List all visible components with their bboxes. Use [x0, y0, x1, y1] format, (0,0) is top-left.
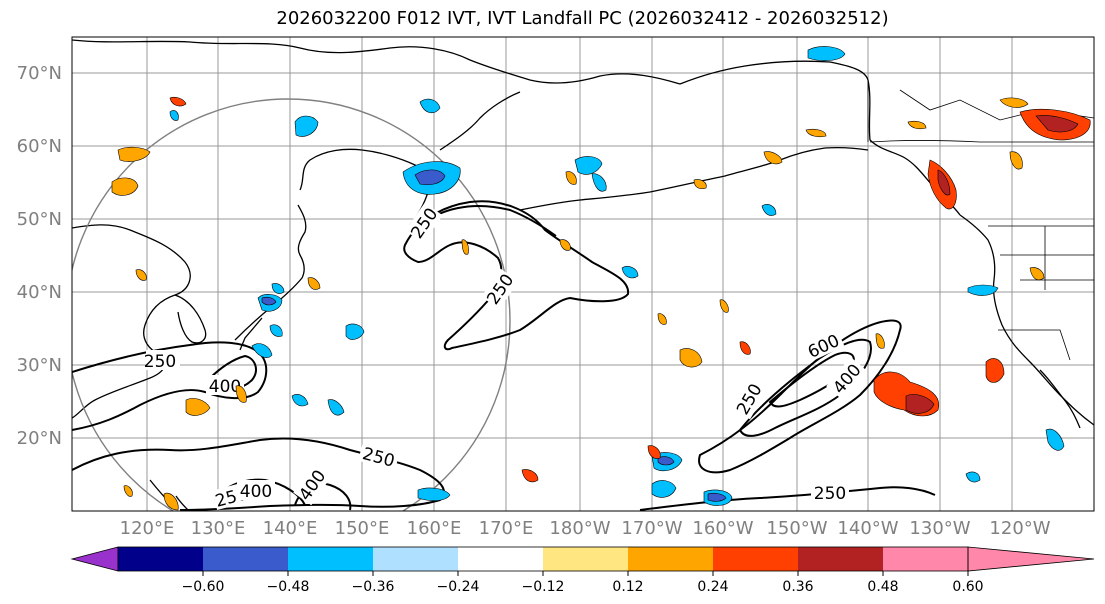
colorbar-label: −0.60 [182, 579, 225, 595]
lon-label: 170°E [479, 518, 534, 539]
colorbar-segment [883, 547, 969, 571]
contour-250-southeast [639, 486, 936, 511]
aleutian-chain [519, 146, 869, 211]
contour-250-south [72, 437, 445, 511]
lon-label: 160°E [407, 518, 462, 539]
contour-label: 250 [814, 484, 846, 504]
contour-label: 250 [144, 352, 176, 372]
map-panel [72, 37, 1094, 511]
colorbar-segment [458, 547, 544, 571]
lon-label: 120°E [120, 518, 175, 539]
korea-coastline [174, 294, 207, 344]
colorbar-label: −0.12 [522, 579, 565, 595]
colorbar-label: −0.48 [267, 579, 310, 595]
lon-label: 170°W [621, 518, 682, 539]
lon-label: 180°W [549, 518, 610, 539]
colorbar-segment [543, 547, 629, 571]
contour-250-east [698, 319, 902, 474]
colorbar-segment [798, 547, 884, 571]
baja-coastline [1039, 369, 1081, 429]
contour-250-west [72, 341, 268, 431]
colorbar-label: 0.48 [867, 579, 898, 595]
colorbar-label: 0.60 [952, 579, 983, 595]
lat-label: 70°N [17, 63, 62, 84]
colorbar-segment [373, 547, 459, 571]
lon-label: 130°E [191, 518, 246, 539]
colorbar-label: 0.36 [782, 579, 813, 595]
contour-400-east [738, 338, 872, 437]
lat-label: 40°N [17, 282, 62, 303]
colorbar-min-extend [70, 546, 119, 572]
landfall-radius-circle [72, 98, 511, 511]
colorbar-label: 0.12 [612, 579, 643, 595]
map-title: 2026032200 F012 IVT, IVT Landfall PC (20… [276, 8, 889, 29]
colorbar-label: 0.24 [697, 579, 728, 595]
colorbar-segment [713, 547, 799, 571]
asia-coastline [72, 224, 191, 419]
coastlines [72, 39, 1094, 511]
colorbar-label: −0.24 [437, 579, 480, 595]
colorbar-max-extend [967, 546, 1095, 572]
lon-label: 130°W [909, 518, 970, 539]
colorbar-segment [118, 547, 204, 571]
ivt-shading [111, 46, 1091, 511]
lon-label: 120°W [989, 518, 1050, 539]
lat-label: 60°N [17, 136, 62, 157]
colorbar: −0.60 −0.48 −0.36 −0.24 −0.12 0.12 0.24 … [70, 546, 1095, 595]
lon-label: 160°W [692, 518, 753, 539]
colorbar-segment [203, 547, 289, 571]
colorbar-segment [288, 547, 374, 571]
lat-label: 20°N [17, 428, 62, 449]
lon-label: 140°W [837, 518, 898, 539]
lat-label: 30°N [17, 355, 62, 376]
lon-label: 150°E [335, 518, 390, 539]
lat-label: 50°N [17, 209, 62, 230]
map-frame [71, 36, 1095, 512]
contour-label: 400 [209, 377, 241, 397]
colorbar-label: −0.36 [352, 579, 395, 595]
sakhalin-kamchatka-coastline [299, 91, 521, 226]
lon-label: 150°W [766, 518, 827, 539]
siberia-coastline [72, 39, 681, 85]
colorbar-segment [628, 547, 714, 571]
contour-label: 400 [240, 482, 272, 502]
lon-label: 140°E [263, 518, 318, 539]
